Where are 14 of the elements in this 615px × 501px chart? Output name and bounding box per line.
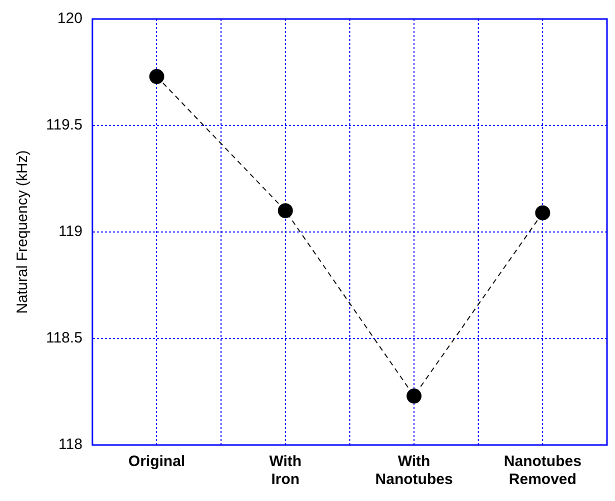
point	[278, 203, 293, 218]
point	[535, 205, 550, 220]
x-tick-label: Original	[128, 453, 186, 470]
x-tick-label: Nanotubes Removed	[504, 453, 582, 488]
y-tick-label: 118	[58, 436, 82, 454]
y-tick-label: 119	[58, 223, 82, 240]
x-tick-label: With Iron	[269, 453, 302, 488]
point	[149, 69, 164, 84]
y-tick-label: 119.5	[46, 116, 82, 134]
y-axis-title: Natural Frequency (kHz)	[14, 150, 32, 314]
y-tick-label: 118.5	[46, 330, 82, 347]
x-tick-label: With Nanotubes	[375, 453, 453, 488]
point	[406, 388, 422, 404]
y-tick-label: 120	[57, 10, 82, 28]
